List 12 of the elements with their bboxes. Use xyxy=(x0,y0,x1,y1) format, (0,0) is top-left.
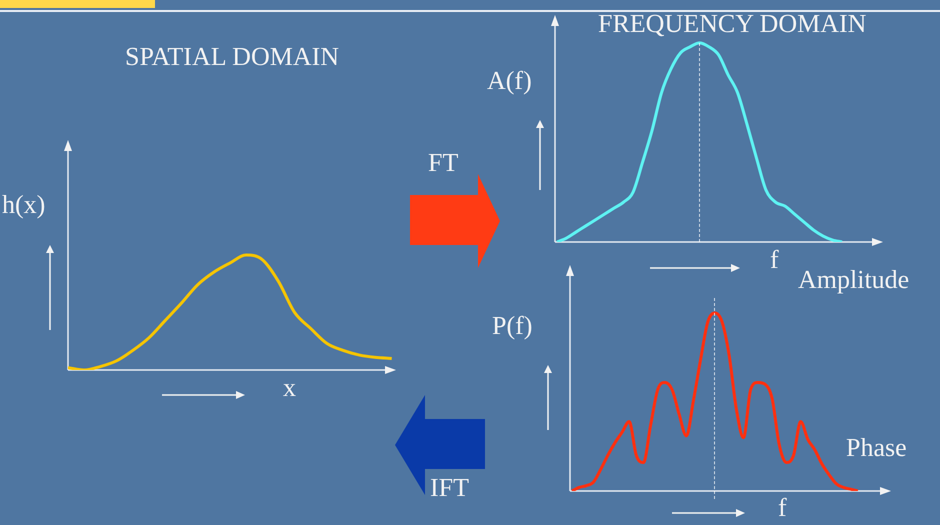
x-axis-title: f xyxy=(778,493,787,523)
chart-title: SPATIAL DOMAIN xyxy=(125,42,340,72)
annotation: Phase xyxy=(846,433,907,463)
y-axis-title: h(x) xyxy=(2,190,46,220)
chart-title: FREQUENCY DOMAIN xyxy=(598,9,866,39)
x-axis-title: x xyxy=(283,373,296,403)
x-axis-title: f xyxy=(770,245,779,275)
y-axis-title: P(f) xyxy=(492,311,532,341)
y-axis-title: A(f) xyxy=(487,66,532,96)
text: Amplitude xyxy=(798,265,910,295)
text: IFT xyxy=(430,473,469,503)
text: FT xyxy=(428,148,458,178)
